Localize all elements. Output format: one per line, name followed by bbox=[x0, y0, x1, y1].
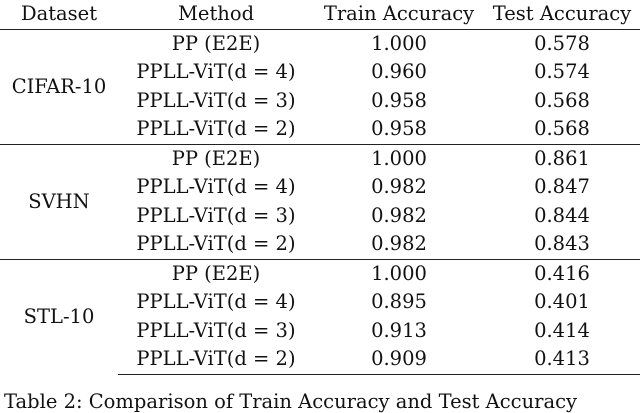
method-cell: PPLL-ViT(d = 4) bbox=[136, 60, 296, 84]
train-accuracy-cell: 0.982 bbox=[371, 232, 427, 256]
dataset-cell: SVHN bbox=[0, 143, 118, 259]
header-test-accuracy: Test Accuracy bbox=[484, 0, 640, 30]
test-accuracy-cell: 0.861 bbox=[484, 143, 640, 173]
group-svhn: SVHN PP (E2E) 1.000 0.861 PPLL-ViT(d = 4… bbox=[0, 143, 640, 259]
train-accuracy-cell: 1.000 bbox=[314, 143, 484, 173]
table-row: PPLL-ViT(d = 4) 0.982 0.847 bbox=[0, 173, 640, 202]
header-dataset: Dataset bbox=[0, 0, 118, 30]
method-cell: PP (E2E) bbox=[171, 31, 261, 55]
train-accuracy-cell: 0.958 bbox=[371, 88, 427, 112]
table-row: PPLL-ViT(d = 3) 0.982 0.844 bbox=[0, 202, 640, 231]
table-row: PPLL-ViT(d = 4) 0.895 0.401 bbox=[0, 288, 640, 317]
train-accuracy-cell: 0.982 bbox=[371, 203, 427, 227]
test-accuracy-cell: 0.578 bbox=[534, 31, 590, 55]
method-cell: PP (E2E) bbox=[118, 258, 314, 288]
train-accuracy-cell: 0.958 bbox=[371, 117, 427, 141]
method-cell: PPLL-ViT(d = 3) bbox=[136, 88, 296, 112]
method-cell: PPLL-ViT(d = 2) bbox=[136, 232, 296, 256]
header-row: Dataset Method Train Accuracy Test Accur… bbox=[0, 0, 640, 30]
train-accuracy-cell: 0.913 bbox=[371, 318, 427, 342]
table-row: SVHN PP (E2E) 1.000 0.861 bbox=[0, 143, 640, 259]
table-header: Dataset Method Train Accuracy Test Accur… bbox=[0, 0, 640, 30]
test-accuracy-cell: 0.847 bbox=[534, 175, 590, 199]
test-accuracy-cell: 0.414 bbox=[534, 318, 590, 342]
test-accuracy-cell: 0.568 bbox=[534, 117, 590, 141]
train-accuracy-cell: 0.895 bbox=[371, 290, 427, 314]
results-table: Dataset Method Train Accuracy Test Accur… bbox=[0, 0, 640, 375]
dataset-cell: CIFAR-10 bbox=[11, 74, 107, 98]
method-cell: PP (E2E) bbox=[118, 143, 314, 173]
train-accuracy-cell: 0.982 bbox=[371, 175, 427, 199]
test-accuracy-cell: 0.843 bbox=[534, 232, 590, 256]
table-row: PPLL-ViT(d = 2) 0.958 0.568 bbox=[0, 115, 640, 144]
method-cell: PPLL-ViT(d = 4) bbox=[136, 175, 296, 199]
group-cifar10: CIFAR-10 PP (E2E) 1.000 0.578 PPLL-ViT(d… bbox=[0, 29, 640, 144]
train-accuracy-cell: 0.909 bbox=[314, 345, 484, 375]
table-row: STL-10 PP (E2E) 1.000 0.416 bbox=[0, 258, 640, 374]
table-row: PPLL-ViT(d = 4) 0.960 0.574 bbox=[0, 58, 640, 87]
train-accuracy-cell: 1.000 bbox=[371, 31, 427, 55]
test-accuracy-cell: 0.574 bbox=[534, 60, 590, 84]
table-row: CIFAR-10 PP (E2E) 1.000 0.578 bbox=[0, 29, 640, 98]
method-cell: PPLL-ViT(d = 4) bbox=[136, 290, 296, 314]
method-cell: PPLL-ViT(d = 3) bbox=[136, 203, 296, 227]
header-train-accuracy: Train Accuracy bbox=[314, 0, 484, 30]
method-cell: PPLL-ViT(d = 2) bbox=[118, 345, 314, 375]
test-accuracy-cell: 0.844 bbox=[534, 203, 590, 227]
table-caption: Table 2: Comparison of Train Accuracy an… bbox=[4, 390, 578, 413]
test-accuracy-cell: 0.568 bbox=[534, 88, 590, 112]
dataset-cell: STL-10 bbox=[0, 258, 118, 374]
method-cell: PPLL-ViT(d = 2) bbox=[136, 117, 296, 141]
header-method: Method bbox=[118, 0, 314, 30]
train-accuracy-cell: 1.000 bbox=[314, 258, 484, 288]
method-cell: PPLL-ViT(d = 3) bbox=[136, 318, 296, 342]
table-row: PPLL-ViT(d = 2) 0.909 0.413 bbox=[0, 345, 640, 375]
table-row: PPLL-ViT(d = 3) 0.958 0.568 bbox=[0, 87, 640, 116]
table-row: PPLL-ViT(d = 2) 0.982 0.843 bbox=[0, 230, 640, 259]
table-row: PPLL-ViT(d = 3) 0.913 0.414 bbox=[0, 317, 640, 346]
test-accuracy-cell: 0.413 bbox=[484, 345, 640, 375]
test-accuracy-cell: 0.416 bbox=[484, 258, 640, 288]
train-accuracy-cell: 0.960 bbox=[371, 60, 427, 84]
group-stl10: STL-10 PP (E2E) 1.000 0.416 PPLL-ViT(d =… bbox=[0, 258, 640, 375]
test-accuracy-cell: 0.401 bbox=[534, 290, 590, 314]
